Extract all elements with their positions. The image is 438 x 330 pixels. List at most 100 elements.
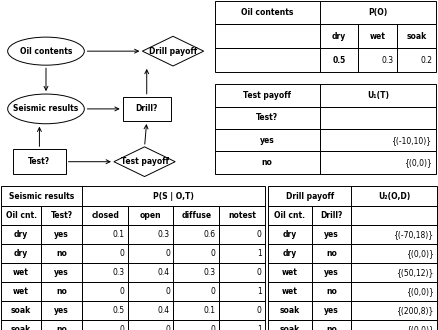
- Text: open: open: [140, 211, 162, 220]
- Bar: [397, 48, 436, 72]
- Text: no: no: [56, 325, 67, 330]
- Text: {(-70,18)}: {(-70,18)}: [393, 230, 434, 239]
- Bar: [128, 206, 173, 225]
- Text: Drill?: Drill?: [320, 211, 343, 220]
- Text: 0: 0: [165, 249, 170, 258]
- Text: yes: yes: [324, 306, 339, 315]
- Bar: [123, 96, 171, 121]
- Text: dry: dry: [332, 32, 346, 41]
- Bar: [268, 301, 312, 320]
- Text: yes: yes: [54, 306, 69, 315]
- Bar: [41, 225, 82, 244]
- Text: no: no: [326, 287, 337, 296]
- Text: {(0,0)}: {(0,0)}: [406, 325, 434, 330]
- Bar: [128, 301, 173, 320]
- Bar: [128, 263, 173, 282]
- Text: 0.3: 0.3: [203, 268, 215, 277]
- Bar: [215, 129, 320, 151]
- Text: 0: 0: [211, 325, 215, 330]
- Bar: [173, 301, 219, 320]
- Text: {(-10,10)}: {(-10,10)}: [391, 136, 431, 145]
- Bar: [1, 206, 41, 225]
- Bar: [351, 282, 437, 301]
- Bar: [41, 206, 82, 225]
- Bar: [320, 48, 358, 72]
- Text: dry: dry: [14, 249, 28, 258]
- Text: 0: 0: [257, 230, 261, 239]
- Text: yes: yes: [324, 230, 339, 239]
- Bar: [312, 263, 351, 282]
- Bar: [351, 244, 437, 263]
- Bar: [82, 282, 128, 301]
- Bar: [1, 225, 41, 244]
- Text: no: no: [326, 249, 337, 258]
- Bar: [1, 282, 41, 301]
- Text: 1: 1: [257, 249, 261, 258]
- Bar: [351, 320, 437, 330]
- Bar: [268, 225, 312, 244]
- Text: Drill?: Drill?: [135, 104, 158, 114]
- Text: 0.4: 0.4: [158, 268, 170, 277]
- Bar: [312, 282, 351, 301]
- Bar: [215, 1, 436, 24]
- Text: Oil cnt.: Oil cnt.: [275, 211, 305, 220]
- Bar: [268, 320, 312, 330]
- Text: Seismic results: Seismic results: [14, 104, 78, 114]
- Text: 0.1: 0.1: [113, 230, 124, 239]
- Bar: [82, 301, 128, 320]
- Bar: [128, 320, 173, 330]
- Bar: [312, 244, 351, 263]
- Text: no: no: [262, 158, 272, 167]
- Bar: [41, 301, 82, 320]
- Text: 0: 0: [211, 287, 215, 296]
- Text: 0: 0: [211, 249, 215, 258]
- Bar: [1, 244, 41, 263]
- Text: 0.5: 0.5: [332, 55, 346, 65]
- Bar: [312, 206, 351, 225]
- Bar: [1, 301, 41, 320]
- Bar: [1, 186, 265, 206]
- Text: 0: 0: [120, 249, 124, 258]
- Text: Test?: Test?: [28, 157, 50, 166]
- Text: 0: 0: [165, 287, 170, 296]
- Bar: [1, 263, 41, 282]
- Bar: [351, 301, 437, 320]
- Text: soak: soak: [11, 325, 31, 330]
- Text: wet: wet: [282, 287, 298, 296]
- Bar: [268, 244, 312, 263]
- Bar: [320, 129, 436, 151]
- Text: {(50,12)}: {(50,12)}: [396, 268, 434, 277]
- Text: dry: dry: [283, 230, 297, 239]
- Bar: [13, 149, 66, 174]
- Bar: [397, 24, 436, 48]
- Text: no: no: [56, 249, 67, 258]
- Text: closed: closed: [91, 211, 119, 220]
- Text: {(0,0)}: {(0,0)}: [406, 249, 434, 258]
- Bar: [219, 301, 265, 320]
- Text: wet: wet: [282, 268, 298, 277]
- Bar: [173, 263, 219, 282]
- Text: yes: yes: [324, 268, 339, 277]
- Bar: [41, 320, 82, 330]
- Bar: [219, 206, 265, 225]
- Bar: [215, 48, 320, 72]
- Text: Oil contents: Oil contents: [20, 47, 72, 56]
- Text: 0.5: 0.5: [112, 306, 124, 315]
- Bar: [173, 206, 219, 225]
- Text: notest: notest: [228, 211, 256, 220]
- Bar: [215, 107, 320, 129]
- Text: 0.1: 0.1: [204, 306, 215, 315]
- Text: dry: dry: [14, 230, 28, 239]
- Text: U₂(O,D): U₂(O,D): [378, 191, 410, 201]
- Bar: [173, 320, 219, 330]
- Text: soak: soak: [406, 32, 427, 41]
- Bar: [215, 24, 320, 48]
- Text: Test payoff: Test payoff: [243, 91, 291, 100]
- Bar: [268, 282, 312, 301]
- Bar: [358, 48, 397, 72]
- Bar: [219, 225, 265, 244]
- Bar: [128, 225, 173, 244]
- Bar: [219, 263, 265, 282]
- Bar: [173, 225, 219, 244]
- Text: Seismic results: Seismic results: [9, 191, 74, 201]
